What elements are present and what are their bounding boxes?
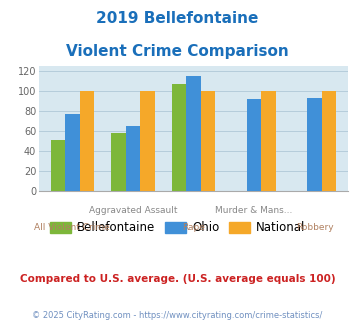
Bar bbox=[126, 126, 140, 191]
Bar bbox=[50, 140, 65, 191]
Text: Murder & Mans...: Murder & Mans... bbox=[215, 206, 293, 215]
Legend: Bellefontaine, Ohio, National: Bellefontaine, Ohio, National bbox=[45, 216, 310, 239]
Text: Rape: Rape bbox=[182, 223, 205, 232]
Text: Violent Crime Comparison: Violent Crime Comparison bbox=[66, 44, 289, 59]
Bar bbox=[186, 76, 201, 191]
Bar bbox=[261, 91, 276, 191]
Text: Aggravated Assault: Aggravated Assault bbox=[89, 206, 177, 215]
Bar bbox=[111, 133, 126, 191]
Text: Robbery: Robbery bbox=[296, 223, 333, 232]
Bar bbox=[201, 91, 215, 191]
Text: Compared to U.S. average. (U.S. average equals 100): Compared to U.S. average. (U.S. average … bbox=[20, 274, 335, 284]
Text: 2019 Bellefontaine: 2019 Bellefontaine bbox=[96, 11, 259, 26]
Bar bbox=[140, 91, 155, 191]
Bar bbox=[247, 99, 261, 191]
Bar bbox=[80, 91, 94, 191]
Bar bbox=[307, 98, 322, 191]
Bar bbox=[322, 91, 337, 191]
Bar bbox=[172, 84, 186, 191]
Text: All Violent Crime: All Violent Crime bbox=[34, 223, 110, 232]
Text: © 2025 CityRating.com - https://www.cityrating.com/crime-statistics/: © 2025 CityRating.com - https://www.city… bbox=[32, 311, 323, 320]
Bar bbox=[65, 114, 80, 191]
